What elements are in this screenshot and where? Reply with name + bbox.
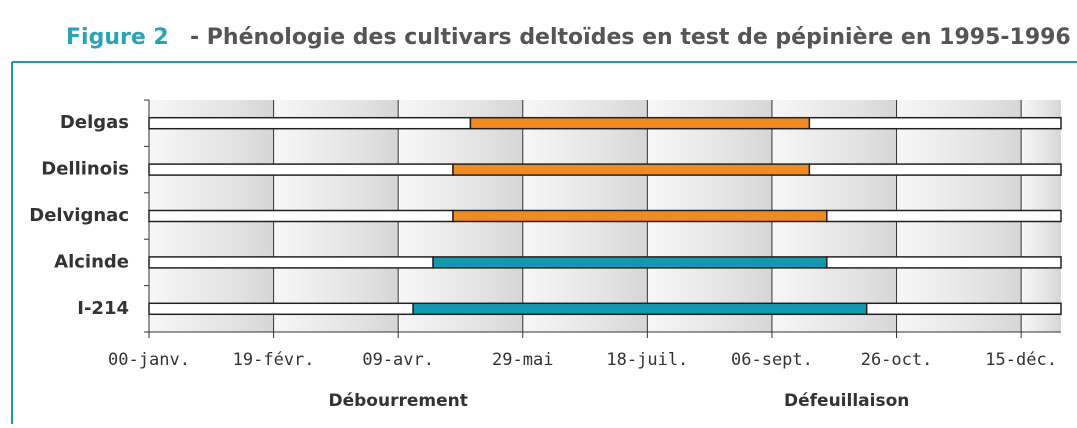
bar-before (148, 209, 454, 223)
bar-after (826, 209, 1062, 223)
y-tick-label: Dellinois (41, 159, 129, 180)
bar (452, 163, 811, 176)
bar-after (826, 256, 1062, 269)
x-tick-label: 00-janv. (108, 350, 190, 370)
chart-title: - Phénologie des cultivars deltoïdes en … (190, 25, 1071, 50)
bar (432, 256, 828, 269)
x-tick-label: 06-sept. (731, 350, 813, 370)
annotation: Défeuillaison (784, 391, 909, 411)
bar-after (865, 302, 1062, 316)
x-tick-label: 26-oct. (861, 350, 933, 370)
bar-after (808, 116, 1062, 130)
bar-before (148, 302, 414, 316)
figure-label: Figure 2 (66, 25, 169, 50)
x-tick-label: 18-juil. (606, 350, 688, 370)
bar-after (808, 163, 1062, 176)
y-tick-label: Delgas (60, 112, 129, 133)
x-tick-label: 29-mai (492, 350, 553, 370)
bar (452, 209, 828, 223)
y-tick-label: Delvignac (29, 205, 129, 226)
bar (412, 302, 868, 316)
x-tick-label: 15-déc. (985, 350, 1057, 370)
bar (469, 116, 811, 130)
y-tick-label: I-214 (77, 298, 129, 319)
x-tick-label: 19-févr. (233, 350, 315, 370)
bar-before (148, 116, 472, 130)
x-tick-label: 09-avr. (362, 350, 434, 370)
bar-before (148, 163, 454, 176)
y-tick-label: Alcinde (54, 251, 129, 272)
annotation: Débourrement (328, 391, 467, 411)
bar-before (148, 256, 434, 269)
